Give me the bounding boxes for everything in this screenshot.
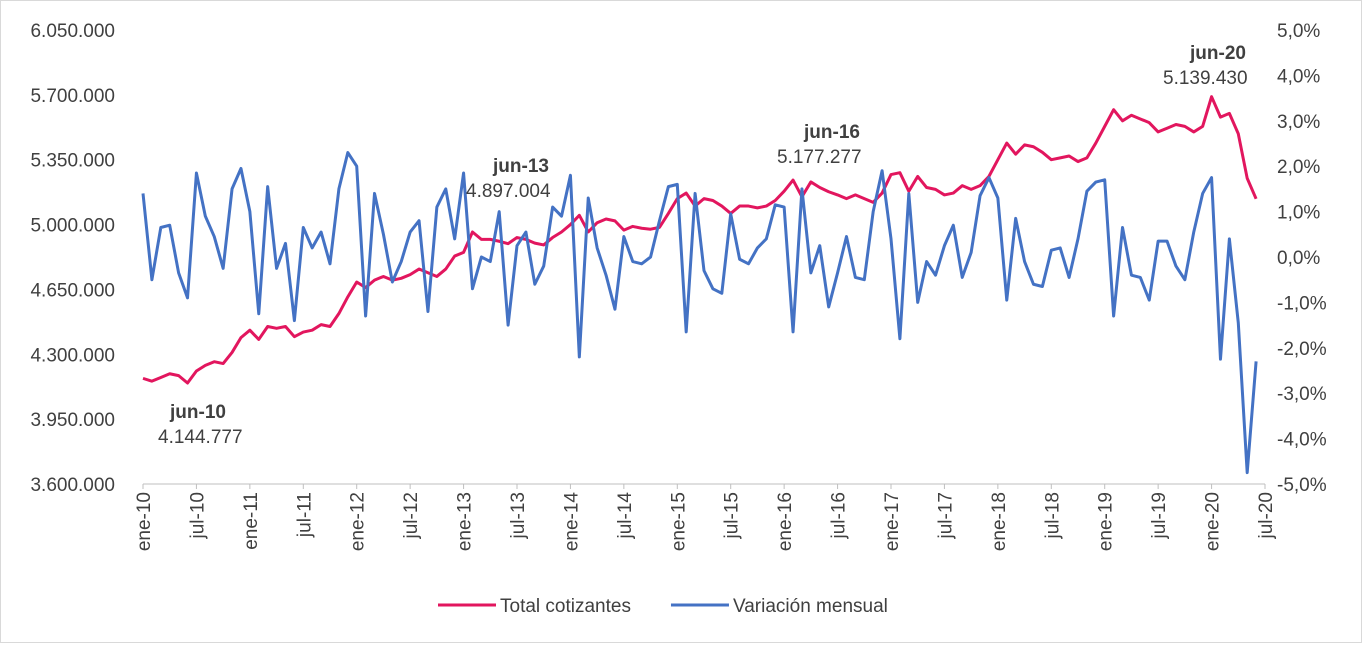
- y-tick-label: 5.700.000: [30, 86, 115, 107]
- x-tick-label: ene-11: [241, 492, 262, 550]
- y-tick-label: 4.650.000: [30, 280, 115, 301]
- annotation-title: jun-13: [492, 156, 549, 177]
- x-tick-label: jul-17: [935, 492, 956, 539]
- x-tick-label: ene-16: [775, 492, 796, 551]
- y2-tick-label: -5,0%: [1277, 475, 1327, 496]
- y-tick-label: 5.350.000: [30, 151, 115, 172]
- x-tick-label: jul-11: [294, 492, 315, 538]
- y2-tick-label: -4,0%: [1277, 430, 1327, 451]
- y2-tick-label: 1,0%: [1277, 203, 1320, 224]
- x-tick-label: jul-18: [1042, 492, 1063, 539]
- x-tick-label: jul-12: [401, 492, 422, 539]
- y2-tick-label: 5,0%: [1277, 21, 1320, 42]
- x-tick-label: ene-17: [882, 492, 903, 551]
- y2-tick-label: 0,0%: [1277, 248, 1320, 269]
- y2-tick-label: -1,0%: [1277, 293, 1327, 314]
- y-tick-label: 3.950.000: [30, 410, 115, 431]
- y2-tick-label: -2,0%: [1277, 339, 1327, 360]
- y-tick-label: 6.050.000: [30, 21, 115, 42]
- legend-label: Total cotizantes: [500, 596, 631, 617]
- x-tick-label: ene-13: [455, 492, 476, 551]
- annotation-text: 4.144.777: [158, 427, 243, 448]
- y-tick-label: 5.000.000: [30, 216, 115, 237]
- x-tick-label: jul-15: [722, 492, 743, 539]
- x-tick-label: ene-10: [134, 492, 155, 551]
- x-tick-label: jul-20: [1256, 492, 1277, 539]
- legend-label: Variación mensual: [733, 596, 888, 617]
- y2-tick-label: 3,0%: [1277, 112, 1320, 133]
- series-line: [141, 151, 1258, 475]
- x-tick-label: jul-10: [187, 492, 208, 539]
- y2-tick-label: -3,0%: [1277, 384, 1327, 405]
- x-tick-label: jul-13: [508, 492, 529, 539]
- annotation-text: 5.139.430: [1163, 68, 1248, 89]
- x-tick-label: jul-16: [829, 492, 850, 539]
- annotation-text: 4.897.004: [466, 181, 551, 202]
- y2-tick-label: 4,0%: [1277, 66, 1320, 87]
- annotation-text: 5.177.277: [777, 147, 862, 168]
- series-line: [142, 95, 1258, 385]
- x-tick-label: ene-12: [348, 492, 369, 551]
- annotation-title: jun-16: [803, 122, 860, 143]
- x-tick-label: jul-19: [1149, 492, 1170, 539]
- x-tick-label: jul-14: [615, 492, 636, 540]
- x-tick-label: ene-14: [561, 492, 582, 552]
- y2-tick-label: 2,0%: [1277, 157, 1320, 178]
- y-tick-label: 4.300.000: [30, 345, 115, 366]
- x-tick-label: ene-18: [989, 492, 1010, 551]
- y-tick-label: 3.600.000: [30, 475, 115, 496]
- x-tick-label: ene-15: [668, 492, 689, 551]
- x-tick-label: ene-19: [1096, 492, 1117, 551]
- x-tick-label: ene-20: [1203, 492, 1224, 551]
- annotation-title: jun-20: [1189, 43, 1246, 64]
- annotation-title: jun-10: [169, 402, 226, 423]
